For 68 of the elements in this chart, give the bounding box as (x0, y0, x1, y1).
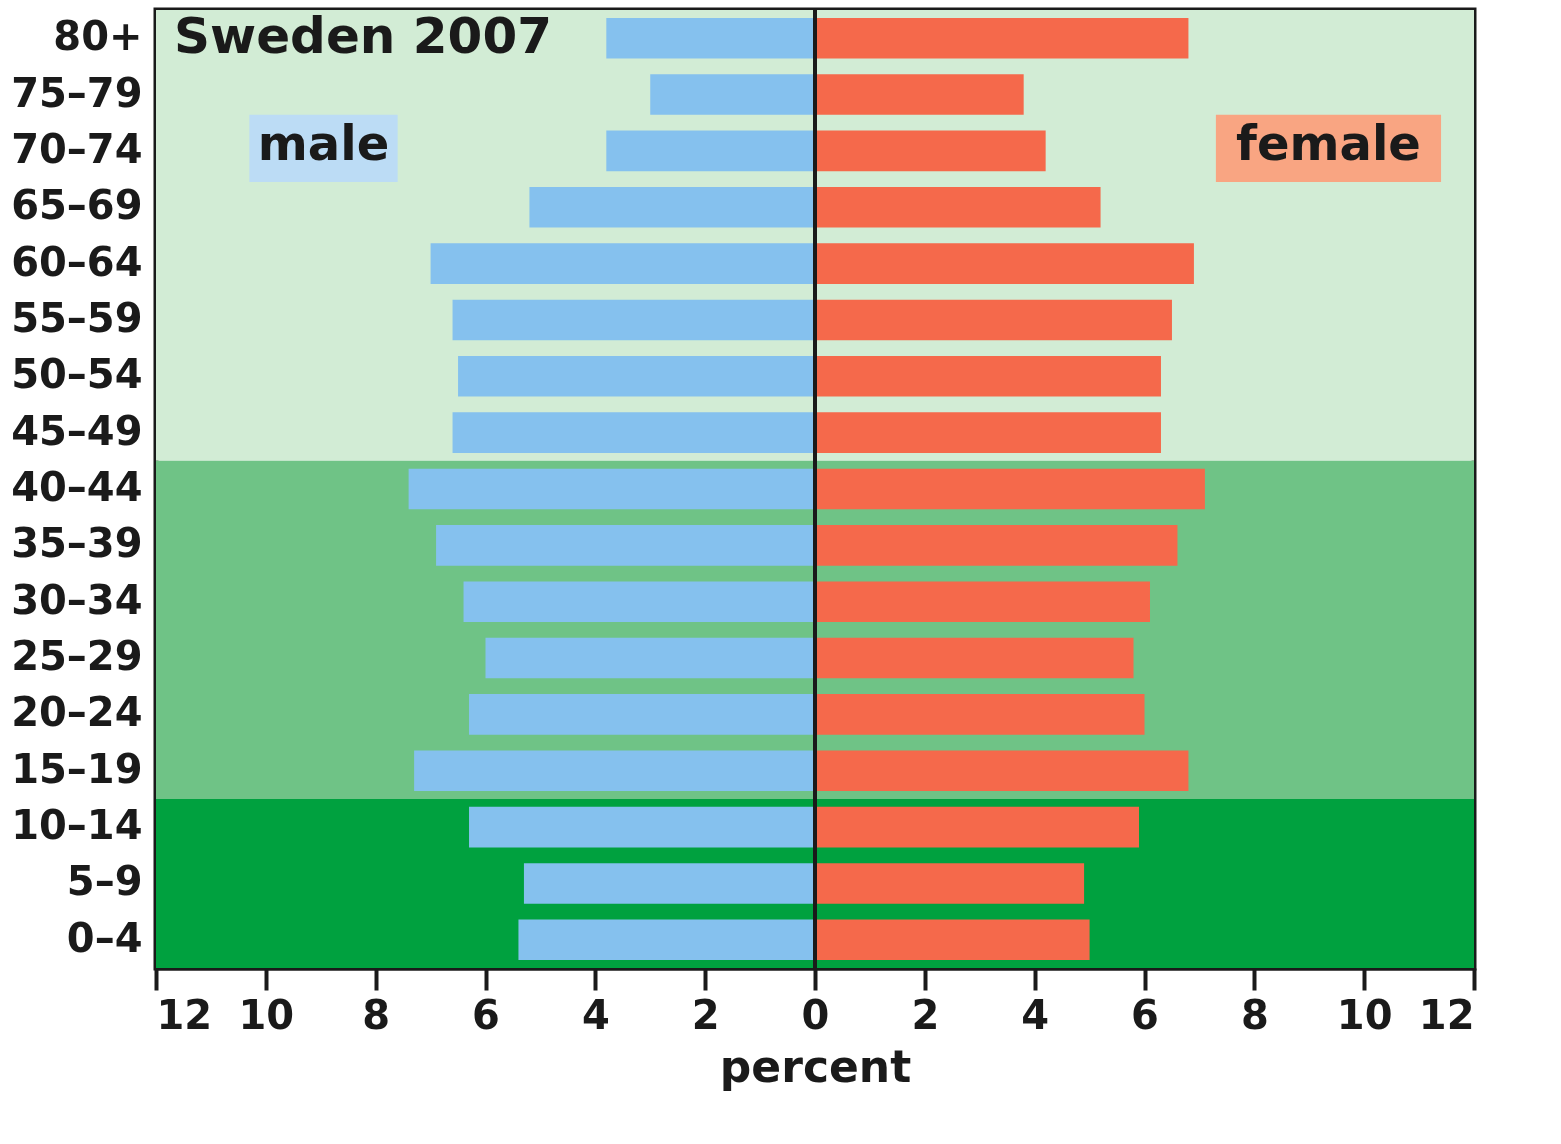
y-tick-label: 50–54 (11, 351, 143, 398)
bar (606, 17, 815, 59)
x-tick-label: 6 (472, 991, 500, 1038)
bar (815, 299, 1172, 341)
bar (815, 17, 1189, 59)
bar (430, 243, 815, 284)
x-axis-title: percent (719, 1040, 912, 1092)
bar (529, 186, 815, 228)
y-tick-label: 30–34 (11, 576, 143, 623)
y-tick-label: 60–64 (11, 238, 143, 285)
x-tick-label: 8 (362, 991, 391, 1038)
bar (452, 412, 815, 453)
x-tick-label: 12 (1418, 991, 1475, 1038)
bar (815, 863, 1085, 904)
bar (606, 130, 815, 172)
bar (815, 74, 1024, 115)
bar (523, 863, 815, 904)
y-tick-label: 55–59 (11, 294, 143, 341)
y-tick-label: 35–39 (11, 520, 143, 567)
bar (815, 356, 1161, 397)
bar (463, 581, 815, 622)
x-tick-label: 12 (156, 991, 213, 1038)
bar (650, 74, 815, 115)
bar (815, 806, 1140, 848)
x-tick-label: 2 (911, 991, 940, 1038)
y-tick-label: 75–79 (11, 69, 143, 116)
bar (518, 919, 815, 961)
bar (452, 299, 815, 341)
x-tick-label: 2 (691, 991, 720, 1038)
bar (815, 468, 1205, 510)
chart-title: Sweden 2007 (174, 7, 552, 66)
x-tick-label: 4 (1021, 991, 1050, 1038)
y-tick-label: 40–44 (11, 464, 143, 510)
x-tick-label: 10 (1336, 991, 1393, 1038)
bar (458, 356, 815, 397)
bar (815, 581, 1150, 622)
y-tick-label: 15–19 (11, 745, 143, 792)
bar (815, 130, 1046, 172)
bar (815, 412, 1161, 453)
x-tick-label: 8 (1240, 991, 1269, 1038)
bar (436, 525, 815, 566)
bar (815, 694, 1145, 735)
y-tick-label: 20–24 (11, 689, 143, 736)
series-label: female (1236, 115, 1421, 172)
y-tick-label: 45–49 (11, 407, 143, 454)
bar (815, 186, 1101, 228)
x-tick-label: 10 (238, 991, 295, 1038)
bar (815, 637, 1134, 679)
bar (469, 806, 815, 848)
bar (815, 525, 1178, 566)
bar (485, 637, 815, 679)
y-tick-label: 80+ (53, 13, 143, 60)
bar (815, 919, 1090, 961)
y-tick-label: 0–4 (66, 914, 143, 961)
x-tick-label: 0 (801, 991, 830, 1038)
bar (408, 468, 815, 510)
y-tick-label: 25–29 (11, 633, 143, 680)
y-tick-label: 10–14 (11, 802, 143, 849)
bar (815, 243, 1194, 284)
y-tick-label: 5–9 (66, 858, 143, 905)
y-tick-label: 70–74 (11, 125, 143, 172)
series-label: male (257, 115, 390, 172)
x-tick-label: 4 (581, 991, 610, 1038)
x-tick-label: 6 (1131, 991, 1159, 1038)
bar (414, 750, 815, 792)
y-tick-label: 65–69 (11, 182, 143, 229)
bar (815, 750, 1189, 792)
bar (469, 694, 815, 735)
